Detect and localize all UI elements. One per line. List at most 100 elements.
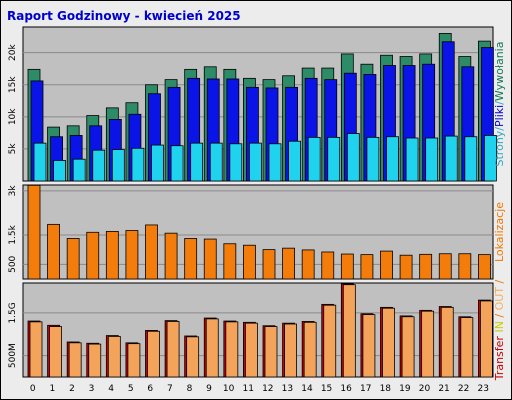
- panel-0-bar-strony-22: [464, 136, 478, 182]
- panel-2-bar-out-7: [166, 321, 180, 378]
- x-tick-label-18: 18: [380, 384, 392, 394]
- x-tick-label-8: 8: [187, 384, 193, 394]
- panel-0-side-label-part-4: Wywołania: [493, 42, 506, 102]
- x-tick-label-13: 13: [282, 384, 293, 394]
- panel-2-background: [22, 282, 494, 378]
- panel-0-bar-strony-16: [346, 133, 360, 182]
- panel-1-bar-lokalizacje-18: [380, 250, 393, 280]
- x-tick-label-15: 15: [321, 384, 332, 394]
- panel-0-bar-strony-18: [386, 136, 399, 182]
- panel-0-side-label-part-2: Pliki: [493, 105, 506, 127]
- panel-1-bar-lokalizacje-10: [223, 243, 237, 280]
- panel-0-bar-strony-7: [170, 145, 184, 182]
- panel-2-side-label: Transfer IN / OUT /: [493, 279, 506, 381]
- panel-0-bar-strony-14: [307, 136, 321, 182]
- panel-1-bar-lokalizacje-7: [164, 232, 178, 280]
- x-tick-label-3: 3: [89, 384, 95, 394]
- panel-1-bar-lokalizacje-17: [360, 254, 374, 280]
- panel-2-bar-out-15: [323, 304, 337, 378]
- panel-0-bar-strony-0: [33, 142, 47, 182]
- panel-0-bar-strony-6: [151, 144, 164, 182]
- panel-1-background: [22, 184, 494, 280]
- panel-0-bar-strony-17: [366, 136, 380, 182]
- panel-0-bar-strony-4: [111, 149, 125, 182]
- chart-title: Raport Godzinowy - kwiecień 2025: [7, 9, 241, 23]
- x-tick-label-10: 10: [223, 384, 235, 394]
- panel-0-bar-strony-19: [405, 137, 419, 182]
- panel-2-side-label-part-1: IN: [493, 318, 506, 336]
- x-tick-label-21: 21: [438, 384, 449, 394]
- panel-2-side-label-part-2: /: [493, 314, 506, 318]
- panel-1-bar-lokalizacje-8: [184, 238, 198, 280]
- panel-2-bar-out-0: [29, 321, 43, 378]
- panel-0-bar-strony-3: [92, 149, 106, 182]
- panel-2-bar-out-11: [245, 322, 258, 378]
- x-tick-label-9: 9: [206, 384, 212, 394]
- panel-1-tick-label-2: 3k: [8, 185, 18, 197]
- panel-1-bar-lokalizacje-6: [145, 224, 158, 280]
- panel-2-bar-out-21: [440, 306, 454, 378]
- panel-2-bar-out-12: [264, 326, 278, 378]
- x-tick-label-2: 2: [69, 384, 75, 394]
- panel-2-bar-out-23: [480, 300, 493, 378]
- panel-1-bar-lokalizacje-22: [458, 253, 472, 280]
- panel-2-bar-out-9: [205, 318, 219, 378]
- panel-2-side-label-part-4: /: [493, 279, 506, 283]
- panel-1-bar-lokalizacje-19: [399, 254, 413, 280]
- panel-1-bar-lokalizacje-15: [321, 251, 335, 280]
- panel-2-bar-out-2: [68, 342, 82, 378]
- x-tick-label-12: 12: [262, 384, 273, 394]
- panel-1-bar-lokalizacje-5: [125, 230, 139, 280]
- panel-0-side-label-part-1: /: [493, 127, 506, 131]
- x-tick-label-14: 14: [301, 384, 313, 394]
- panel-1-bar-lokalizacje-11: [243, 244, 256, 280]
- panel-0-tick-label-0: 5k: [8, 143, 18, 155]
- panel-0-bar-strony-23: [484, 135, 497, 182]
- panel-0-bar-strony-2: [72, 158, 86, 182]
- x-tick-label-1: 1: [50, 384, 56, 394]
- panel-2-bar-out-22: [460, 317, 474, 378]
- x-tick-label-7: 7: [167, 384, 173, 394]
- panel-0-bar-strony-21: [444, 135, 458, 182]
- x-tick-label-23: 23: [477, 384, 488, 394]
- panel-2-bar-out-1: [49, 326, 62, 378]
- panel-2-bar-out-17: [362, 314, 376, 378]
- panel-0-bar-strony-13: [288, 140, 301, 182]
- panel-1-bar-lokalizacje-23: [478, 254, 491, 280]
- panel-1-bar-lokalizacje-3: [86, 231, 100, 280]
- panel-0-tick-label-3: 20k: [8, 44, 18, 61]
- panel-1-bar-lokalizacje-12: [262, 249, 276, 280]
- panel-0-bar-strony-10: [229, 143, 243, 182]
- panel-2-bar-out-6: [147, 330, 160, 378]
- panel-0-side-label-part-0: Strony: [493, 130, 506, 166]
- x-tick-label-17: 17: [360, 384, 371, 394]
- panel-0-bar-strony-11: [249, 142, 262, 182]
- panel-1-bar-lokalizacje-0: [27, 184, 41, 280]
- panel-2-side-label-part-3: OUT: [493, 283, 506, 313]
- x-tick-label-4: 4: [108, 384, 114, 394]
- panel-1-tick-label-0: 500: [8, 255, 18, 272]
- panel-2-side-label-part-0: Transfer: [493, 336, 506, 382]
- panel-1-bar-lokalizacje-9: [203, 238, 217, 280]
- panel-2-bar-out-20: [421, 310, 435, 378]
- panel-2-bar-out-18: [382, 307, 395, 378]
- panel-0-bar-strony-9: [209, 142, 223, 182]
- panel-2-bar-out-5: [127, 343, 141, 378]
- panel-1-bar-lokalizacje-4: [105, 231, 119, 280]
- panel-2-bar-out-4: [107, 336, 121, 378]
- panel-0-bar-strony-1: [53, 160, 66, 182]
- panel-1-bar-lokalizacje-1: [47, 223, 60, 280]
- panel-1-bar-lokalizacje-13: [282, 247, 295, 280]
- panel-0-bar-strony-20: [425, 137, 439, 182]
- panel-0-tick-label-2: 15k: [8, 76, 18, 93]
- x-tick-label-20: 20: [419, 384, 431, 394]
- panel-2-bar-out-16: [342, 284, 356, 378]
- panel-2-bar-out-13: [284, 323, 297, 378]
- panel-1-bar-lokalizacje-21: [438, 253, 452, 280]
- panel-2-bar-out-14: [303, 321, 317, 378]
- panel-1-side-label: Lokalizacje: [493, 202, 506, 262]
- panel-2-bar-out-19: [401, 316, 415, 378]
- x-tick-label-5: 5: [128, 384, 134, 394]
